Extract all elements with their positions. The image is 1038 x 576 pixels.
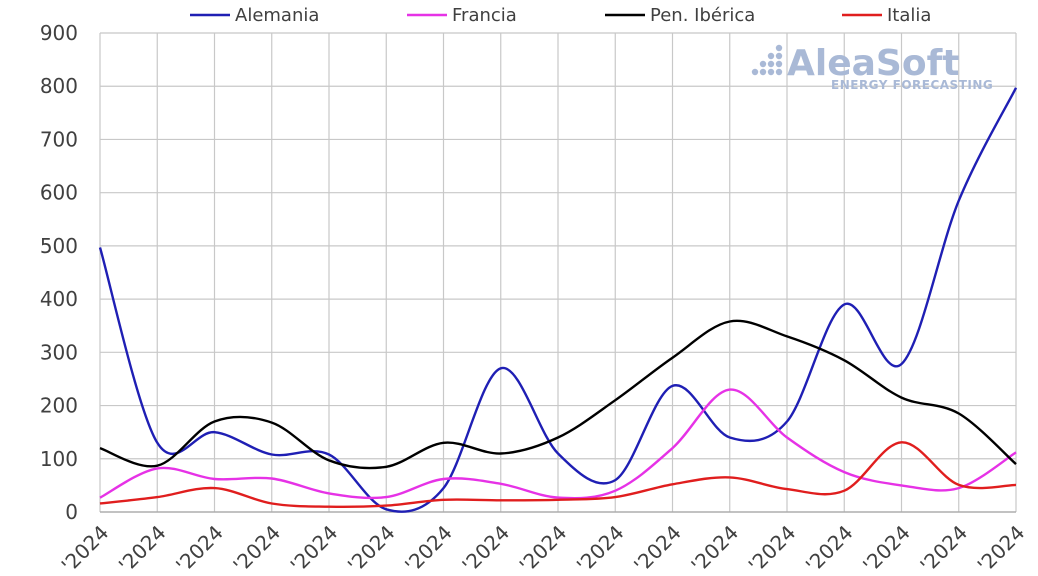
x-tick-label: '2024	[686, 520, 743, 576]
x-tick-label: '2024	[801, 520, 858, 576]
legend-label-pen-ib-rica: Pen. Ibérica	[650, 5, 755, 26]
x-tick-label: '2024	[343, 520, 400, 576]
x-tick-label: '2024	[858, 520, 915, 576]
x-tick-label: '2024	[286, 520, 343, 576]
x-tick-label: '2024	[57, 520, 114, 576]
chart-legend: Alemania Francia Pen. Ibérica Italia	[190, 5, 931, 26]
chart-grid	[99, 32, 1017, 513]
x-tick-label: '2024	[171, 520, 228, 576]
x-tick-label: '2024	[457, 520, 514, 576]
y-tick-label: 900	[40, 21, 78, 45]
x-tick-label: '2024	[973, 520, 1030, 576]
y-tick-label: 500	[40, 234, 78, 258]
x-tick-label: '2024	[915, 520, 972, 576]
x-tick-label: '2024	[629, 520, 686, 576]
logo-dots-icon	[751, 44, 783, 76]
y-tick-label: 200	[40, 394, 78, 418]
x-axis-ticks: '2024'2024'2024'2024'2024'2024'2024'2024…	[57, 520, 1030, 576]
y-tick-label: 300	[40, 340, 78, 364]
x-tick-label: '2024	[228, 520, 285, 576]
y-tick-label: 0	[65, 500, 78, 524]
y-tick-label: 400	[40, 287, 78, 311]
series-line-alemania	[98, 87, 1018, 513]
chart-series	[98, 87, 1018, 513]
y-tick-label: 700	[40, 127, 78, 151]
logo-brand-text: AleaSoft	[787, 43, 959, 84]
y-tick-label: 800	[40, 74, 78, 98]
x-tick-label: '2024	[114, 520, 171, 576]
x-tick-label: '2024	[572, 520, 629, 576]
y-tick-label: 600	[40, 181, 78, 205]
series-line-italia	[99, 441, 1017, 509]
series-line-francia	[99, 388, 1017, 500]
y-tick-label: 100	[40, 447, 78, 471]
y-axis-ticks: 0 100 200 300 400 500 600 700 800 900	[40, 21, 78, 524]
legend-label-alemania: Alemania	[235, 5, 319, 26]
legend-label-francia: Francia	[452, 5, 517, 26]
x-tick-label: '2024	[515, 520, 572, 576]
aleasoft-logo: AleaSoft ENERGY FORECASTING	[751, 43, 993, 92]
legend-label-italia: Italia	[887, 5, 931, 26]
x-tick-label: '2024	[400, 520, 457, 576]
logo-tagline-text: ENERGY FORECASTING	[831, 78, 993, 92]
x-tick-label: '2024	[744, 520, 801, 576]
